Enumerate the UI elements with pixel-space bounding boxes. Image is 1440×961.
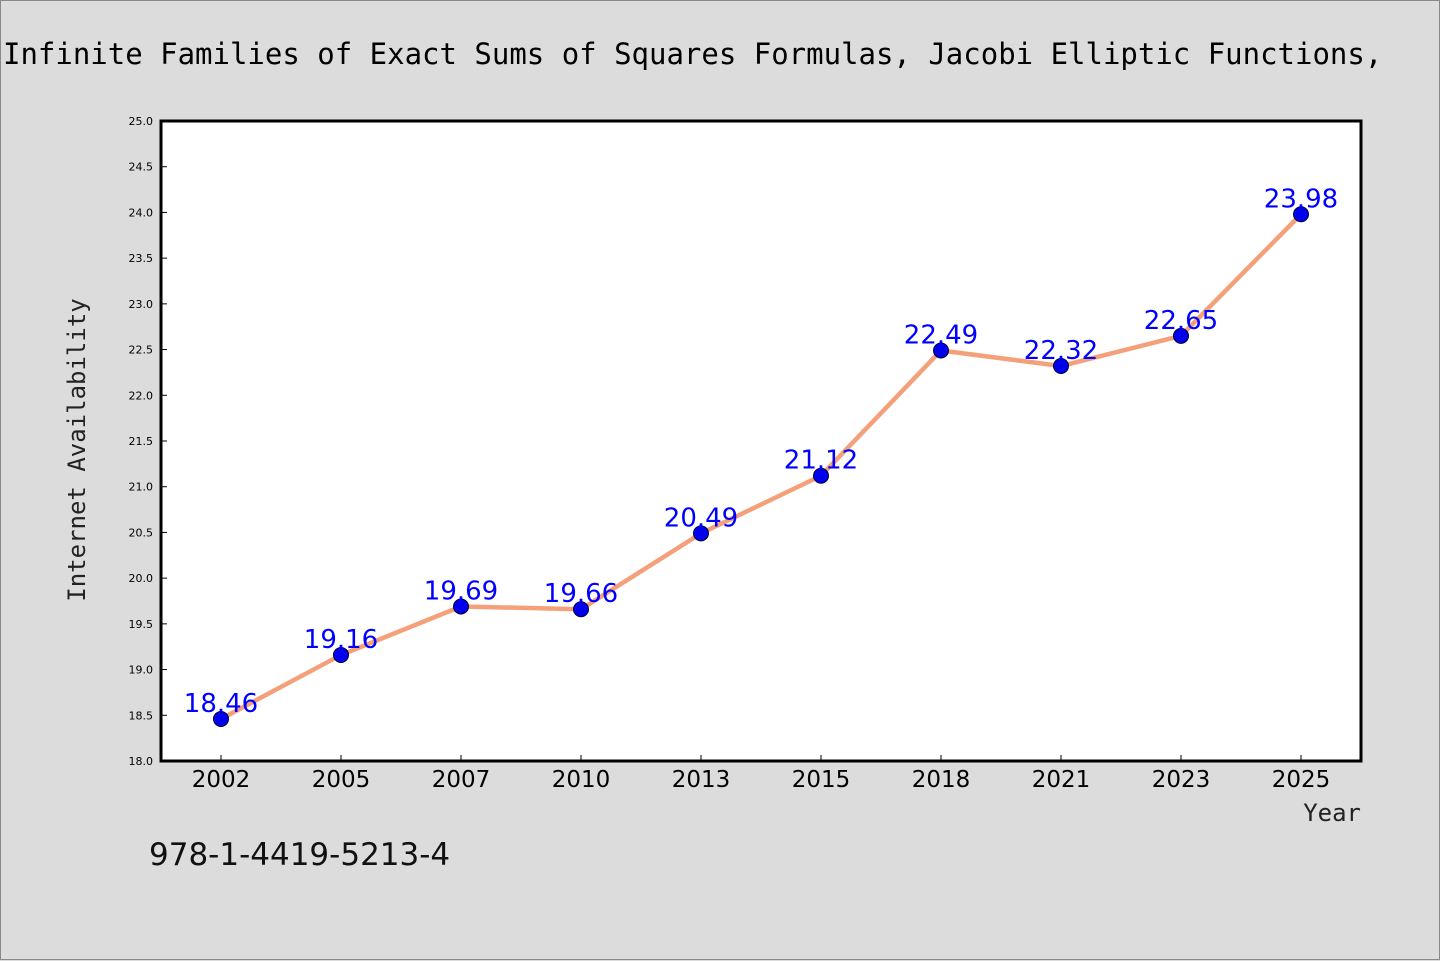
data-point xyxy=(933,342,949,359)
y-tick-label: 23.5 xyxy=(129,252,154,265)
footer-isbn: 978-1-4419-5213-4 xyxy=(149,837,450,873)
y-tick-label: 19.0 xyxy=(129,664,154,677)
data-label: 19.16 xyxy=(304,625,378,655)
data-point xyxy=(693,525,709,542)
y-tick-label: 20.5 xyxy=(129,526,154,539)
series-layer: 18.46 19.16 19.69 19.66 20.49 21.12 22.49 22.32… xyxy=(184,184,1338,727)
x-tick-label: 2021 xyxy=(1032,767,1091,793)
y-tick-label: 23.0 xyxy=(129,298,154,311)
data-label: 22.65 xyxy=(1144,306,1218,336)
y-tick-label: 25.0 xyxy=(129,115,154,128)
y-tick-label: 18.0 xyxy=(129,755,154,768)
y-tick-label: 18.5 xyxy=(129,709,154,722)
y-tick-label: 22.5 xyxy=(129,344,154,357)
y-axis-label: Internet Availability xyxy=(63,298,91,601)
x-tick-label: 2025 xyxy=(1272,767,1331,793)
data-label: 19.66 xyxy=(544,579,618,609)
series-line xyxy=(218,212,1304,722)
data-label: 21.12 xyxy=(784,446,858,476)
x-tick-label: 2015 xyxy=(792,767,851,793)
data-label: 22.32 xyxy=(1024,336,1098,366)
x-tick-label: 2018 xyxy=(912,767,971,793)
data-point xyxy=(453,598,469,615)
data-point xyxy=(1053,358,1069,375)
data-point xyxy=(333,646,349,663)
y-tick-label: 24.5 xyxy=(129,161,154,174)
data-label: 19.69 xyxy=(424,576,498,606)
y-tick-label: 21.0 xyxy=(129,481,154,494)
x-axis-ticks: 2002 2005 2007 2010 2013 2015 2018 2021 2023 2025 xyxy=(192,755,1331,793)
x-axis-label: Year xyxy=(1303,799,1361,827)
chart-title: Infinite Families of Exact Sums of Squar… xyxy=(3,37,1382,71)
y-tick-label: 24.0 xyxy=(129,206,154,219)
x-tick-label: 2013 xyxy=(672,767,731,793)
x-tick-label: 2023 xyxy=(1152,767,1211,793)
data-point xyxy=(1173,327,1189,344)
x-tick-label: 2005 xyxy=(312,767,371,793)
y-tick-label: 19.5 xyxy=(129,618,154,631)
x-tick-label: 2010 xyxy=(552,767,611,793)
data-point xyxy=(813,467,829,484)
y-tick-label: 22.0 xyxy=(129,389,154,402)
y-axis-ticks: 18.0 18.5 19.0 19.5 20.0 20.5 21.0 21.5 22.0 22.5… xyxy=(129,115,167,768)
x-tick-label: 2002 xyxy=(192,767,251,793)
plot-area xyxy=(159,119,1363,763)
y-tick-label: 21.5 xyxy=(129,435,154,448)
data-label: 18.46 xyxy=(184,689,258,719)
data-label: 22.49 xyxy=(904,320,978,350)
y-tick-label: 20.0 xyxy=(129,572,154,585)
x-tick-label: 2007 xyxy=(432,767,491,793)
data-point xyxy=(1293,206,1309,223)
data-point xyxy=(573,601,589,618)
data-point xyxy=(213,710,229,727)
data-label: 23.98 xyxy=(1264,184,1338,214)
data-label: 20.49 xyxy=(664,503,738,533)
